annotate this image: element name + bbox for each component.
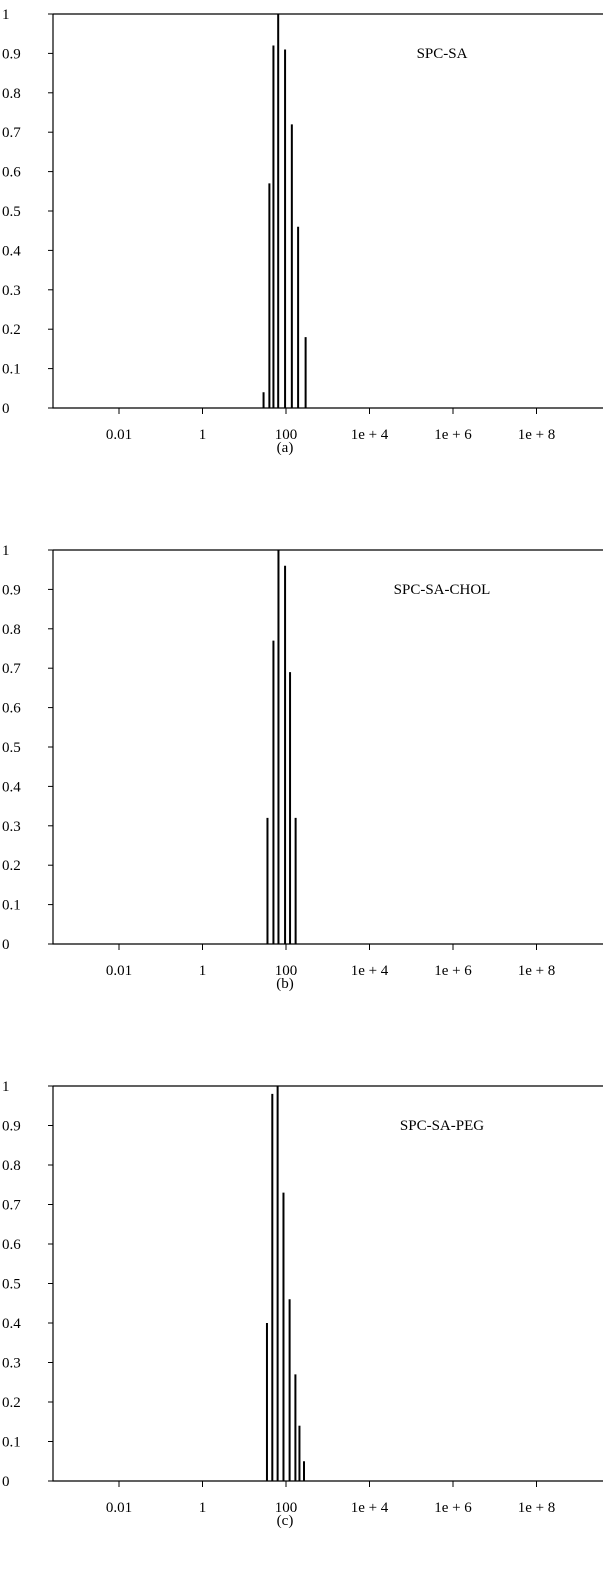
legend-label: SPC-SA-CHOL [394, 582, 491, 598]
y-tick-label: 0.6 [2, 165, 21, 181]
y-tick-label: 0.6 [2, 701, 21, 717]
x-tick-label: 1 [199, 427, 207, 443]
legend-label: SPC-SA [417, 46, 468, 62]
y-tick-label: 0.6 [2, 1237, 21, 1253]
y-tick-label: 0.7 [2, 661, 21, 677]
y-tick-label: 0.4 [2, 243, 21, 259]
y-tick-label: 0.5 [2, 740, 21, 756]
y-tick-label: 0.1 [2, 1435, 21, 1451]
chart-panel: 0 0.1 0.2 0.3 0.4 0.5 0.6 0.7 0.8 0.9 1 0.01 1 100 1e … [2, 1079, 603, 1529]
chart-panel: 0 0.1 0.2 0.3 0.4 0.5 0.6 0.7 0.8 0.9 1 0.01 1 100 1e … [2, 543, 603, 992]
x-tick-label: 0.01 [106, 1500, 132, 1516]
x-tick-label: 1e + 8 [518, 963, 556, 979]
y-tick-label: 0.9 [2, 1119, 21, 1135]
panel-caption: (a) [277, 440, 294, 456]
y-tick-label: 0.3 [2, 283, 21, 299]
y-tick-label: 0.2 [2, 858, 21, 874]
y-tick-label: 0.2 [2, 322, 21, 338]
y-tick-label: 0.5 [2, 1277, 21, 1293]
y-tick-label: 0.3 [2, 819, 21, 835]
y-tick-label: 1 [2, 7, 10, 23]
axis-frame [52, 14, 603, 409]
y-tick-label: 0.8 [2, 86, 21, 102]
y-tick-label: 0.7 [2, 1198, 21, 1214]
axis-frame [52, 550, 603, 945]
y-tick-label: 0.3 [2, 1356, 21, 1372]
x-tick-label: 0.01 [106, 427, 132, 443]
x-tick-label: 1e + 6 [434, 427, 472, 443]
x-tick-label: 1e + 6 [434, 963, 472, 979]
x-tick-label: 1 [199, 963, 207, 979]
x-tick-label: 0.01 [106, 963, 132, 979]
y-tick-label: 0.9 [2, 582, 21, 598]
x-tick-label: 1e + 8 [518, 1500, 556, 1516]
x-tick-label: 1e + 4 [351, 963, 389, 979]
y-tick-label: 0.1 [2, 898, 21, 914]
x-tick-label: 100 [275, 963, 298, 979]
y-tick-label: 0.8 [2, 622, 21, 638]
y-tick-label: 0.4 [2, 1316, 21, 1332]
y-tick-label: 0.8 [2, 1158, 21, 1174]
chart-panel: 0 0.1 0.2 0.3 0.4 0.5 0.6 0.7 0.8 0.9 1 0.01 1 100 1e … [2, 7, 603, 456]
y-tick-label: 0.2 [2, 1395, 21, 1411]
x-tick-label: 1e + 4 [351, 427, 389, 443]
y-tick-label: 1 [2, 543, 10, 559]
y-tick-label: 0.5 [2, 204, 21, 220]
y-tick-label: 0 [2, 1474, 10, 1490]
x-tick-label: 100 [275, 427, 298, 443]
x-tick-label: 1e + 4 [351, 1500, 389, 1516]
x-tick-label: 1e + 8 [518, 427, 556, 443]
y-tick-label: 0.7 [2, 125, 21, 141]
y-tick-label: 0.4 [2, 779, 21, 795]
y-tick-label: 1 [2, 1079, 10, 1095]
y-tick-label: 0 [2, 401, 10, 417]
x-tick-label: 1e + 6 [434, 1500, 472, 1516]
y-tick-label: 0.1 [2, 362, 21, 378]
x-tick-label: 100 [275, 1500, 298, 1516]
panel-caption: (b) [276, 976, 294, 992]
panel-caption: (c) [277, 1513, 294, 1529]
y-tick-label: 0 [2, 937, 10, 953]
axis-frame [52, 1086, 603, 1482]
y-tick-label: 0.9 [2, 46, 21, 62]
x-tick-label: 1 [199, 1500, 207, 1516]
legend-label: SPC-SA-PEG [400, 1118, 484, 1134]
